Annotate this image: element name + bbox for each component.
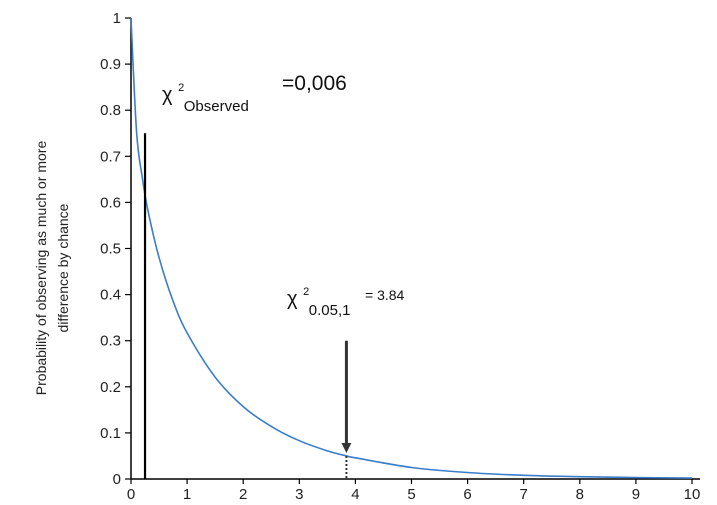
x-tick-label: 0: [127, 486, 135, 503]
y-tick-label: 1: [113, 10, 121, 27]
observed-superscript: 2: [178, 82, 184, 94]
y-tick-label: 0.3: [100, 333, 121, 350]
critical-chi-symbol: χ: [287, 288, 298, 310]
y-tick-label: 0.4: [100, 287, 121, 304]
x-tick-label: 5: [407, 486, 415, 503]
x-tick-label: 3: [295, 486, 303, 503]
y-axis-label-line-1: Probability of observing as much or more: [33, 141, 49, 396]
y-axis-label-line-2: difference by chance: [55, 203, 71, 332]
observed-subscript: Observed: [184, 98, 249, 115]
x-tick-label: 9: [632, 486, 640, 503]
x-axis-ticks: 0 1 2 3 4 5 6 7 8 9 10: [127, 479, 701, 503]
observed-annotation: χ 2 Observed =0,006: [162, 72, 347, 115]
y-tick-label: 0.8: [100, 102, 121, 119]
observed-chi-symbol: χ: [162, 84, 173, 106]
x-tick-label: 6: [463, 486, 471, 503]
x-tick-label: 2: [239, 486, 247, 503]
critical-annotation: χ 2 0.05,1 = 3.84: [287, 278, 405, 319]
observed-value: =0,006: [282, 72, 347, 95]
y-axis-ticks: 0 0.1 0.2 0.3 0.4 0.5 0.6 0.7 0.8 0.9 1: [100, 10, 131, 488]
x-tick-label: 8: [576, 486, 584, 503]
y-tick-label: 0.2: [100, 379, 121, 396]
svg-text:χ 2 0.05,1: χ 2 0.05,1: [287, 278, 350, 319]
critical-subscript: 0.05,1: [309, 302, 351, 319]
critical-value: = 3.84: [365, 287, 405, 303]
y-tick-label: 0.1: [100, 425, 121, 442]
chi-square-curve: [130, 17, 693, 479]
critical-superscript: 2: [303, 286, 309, 298]
y-tick-label: 0.5: [100, 241, 121, 258]
y-tick-label: 0.6: [100, 194, 121, 211]
x-tick-label: 7: [520, 486, 528, 503]
y-tick-label: 0: [113, 471, 121, 488]
x-tick-label: 10: [684, 486, 701, 503]
x-tick-label: 1: [183, 486, 191, 503]
x-tick-label: 4: [351, 486, 359, 503]
y-tick-label: 0.9: [100, 56, 121, 73]
y-tick-label: 0.7: [100, 148, 121, 165]
svg-text:χ 2 Observed: χ 2 Observed: [162, 74, 249, 115]
